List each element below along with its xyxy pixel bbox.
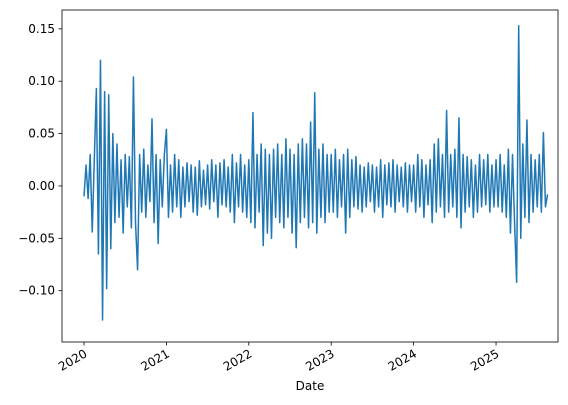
y-tick-label: −0.10 bbox=[18, 284, 55, 298]
y-tick-label: −0.05 bbox=[18, 231, 55, 245]
y-tick-label: 0.15 bbox=[28, 22, 55, 36]
y-tick-label: 0.00 bbox=[28, 179, 55, 193]
y-tick-label: 0.10 bbox=[28, 74, 55, 88]
axes-frame bbox=[61, 9, 559, 343]
x-axis-label: Date bbox=[296, 379, 325, 393]
plot-area bbox=[83, 24, 549, 321]
line-series bbox=[83, 24, 549, 321]
y-tick-label: 0.05 bbox=[28, 127, 55, 141]
